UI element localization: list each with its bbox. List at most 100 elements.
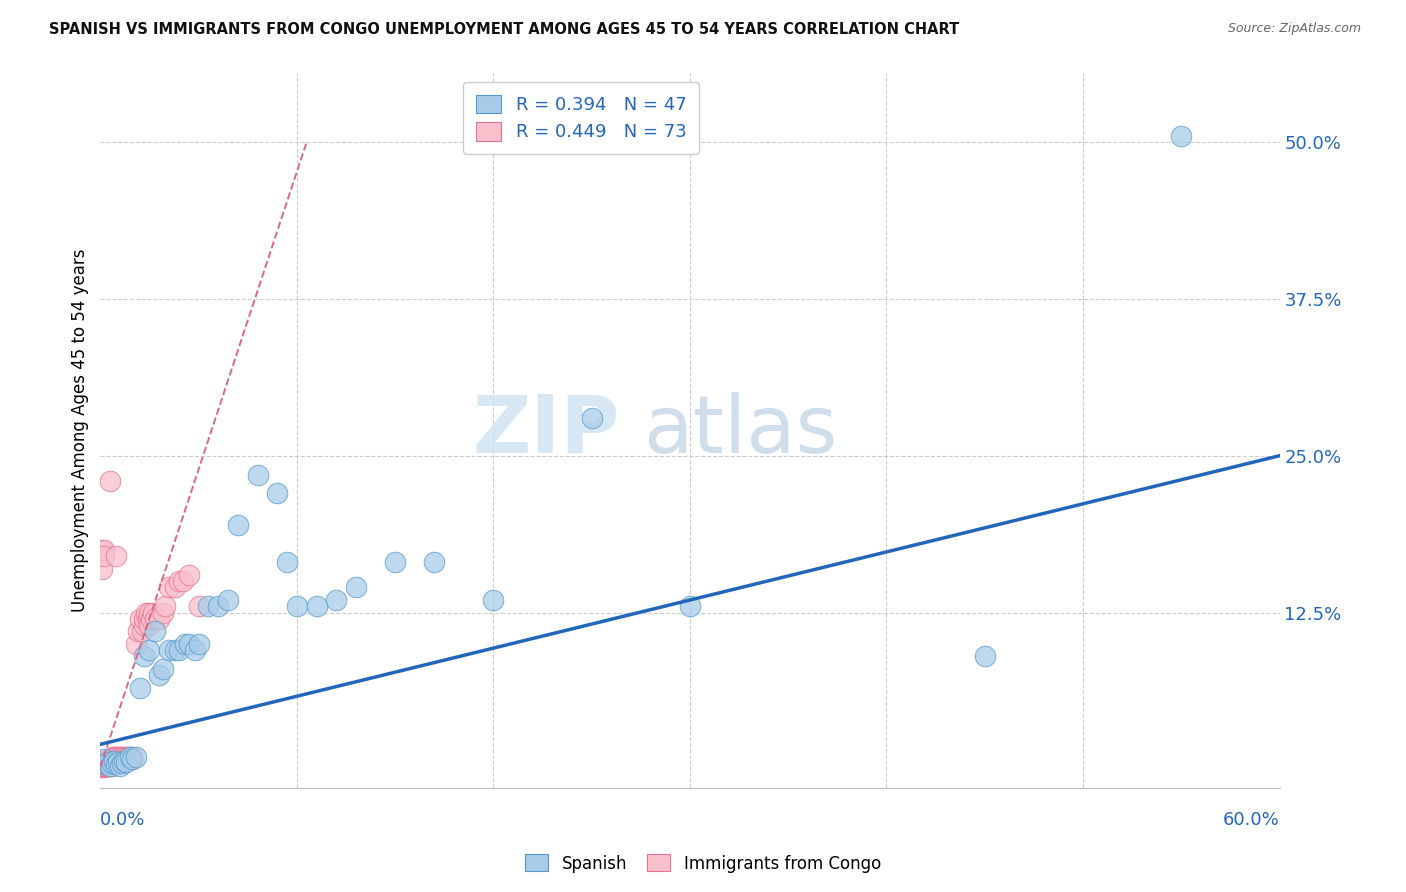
- Point: [136, 612, 159, 626]
- Point: [141, 612, 163, 626]
- Point: [98, 474, 121, 488]
- Point: [91, 756, 114, 771]
- Point: [121, 752, 143, 766]
- Point: [325, 593, 347, 607]
- Point: [152, 606, 174, 620]
- Point: [91, 561, 114, 575]
- Point: [145, 624, 167, 639]
- Point: [98, 756, 121, 771]
- Point: [423, 555, 446, 569]
- Point: [112, 750, 135, 764]
- Point: [108, 750, 131, 764]
- Point: [276, 555, 298, 569]
- Point: [91, 755, 114, 769]
- Point: [152, 662, 174, 676]
- Point: [108, 752, 131, 766]
- Point: [107, 750, 129, 764]
- Point: [177, 637, 200, 651]
- Text: Source: ZipAtlas.com: Source: ZipAtlas.com: [1227, 22, 1361, 36]
- Point: [93, 756, 115, 771]
- Point: [226, 517, 249, 532]
- Point: [96, 756, 118, 771]
- Point: [112, 754, 135, 768]
- Point: [96, 758, 118, 772]
- Point: [93, 757, 115, 772]
- Point: [96, 757, 118, 772]
- Point: [93, 755, 115, 769]
- Point: [105, 549, 128, 563]
- Point: [105, 750, 128, 764]
- Text: 60.0%: 60.0%: [1223, 811, 1279, 829]
- Point: [217, 593, 239, 607]
- Point: [145, 612, 167, 626]
- Y-axis label: Unemployment Among Ages 45 to 54 years: Unemployment Among Ages 45 to 54 years: [72, 249, 89, 613]
- Point: [98, 758, 121, 772]
- Point: [183, 643, 205, 657]
- Point: [285, 599, 308, 614]
- Point: [138, 643, 160, 657]
- Point: [97, 755, 120, 769]
- Point: [163, 581, 186, 595]
- Point: [93, 758, 115, 772]
- Point: [197, 599, 219, 614]
- Point: [173, 637, 195, 651]
- Point: [93, 756, 115, 771]
- Text: ZIP: ZIP: [472, 392, 619, 469]
- Point: [305, 599, 328, 614]
- Point: [103, 756, 125, 771]
- Point: [97, 757, 120, 772]
- Point: [266, 486, 288, 500]
- Point: [121, 750, 143, 764]
- Point: [105, 757, 128, 772]
- Point: [96, 758, 118, 772]
- Point: [118, 750, 141, 764]
- Legend: R = 0.394   N = 47, R = 0.449   N = 73: R = 0.394 N = 47, R = 0.449 N = 73: [463, 82, 699, 154]
- Point: [344, 581, 367, 595]
- Point: [96, 757, 118, 772]
- Point: [128, 681, 150, 695]
- Point: [128, 612, 150, 626]
- Point: [103, 754, 125, 768]
- Point: [108, 758, 131, 772]
- Point: [115, 750, 138, 764]
- Point: [91, 758, 114, 772]
- Point: [246, 467, 269, 482]
- Point: [103, 750, 125, 764]
- Point: [148, 612, 170, 626]
- Point: [177, 568, 200, 582]
- Point: [111, 750, 134, 764]
- Point: [118, 750, 141, 764]
- Text: SPANISH VS IMMIGRANTS FROM CONGO UNEMPLOYMENT AMONG AGES 45 TO 54 YEARS CORRELAT: SPANISH VS IMMIGRANTS FROM CONGO UNEMPLO…: [49, 22, 959, 37]
- Point: [93, 752, 115, 766]
- Point: [93, 542, 115, 557]
- Point: [127, 624, 149, 639]
- Point: [105, 750, 128, 764]
- Point: [111, 756, 134, 771]
- Point: [132, 618, 155, 632]
- Point: [148, 668, 170, 682]
- Point: [97, 755, 120, 769]
- Point: [172, 574, 194, 589]
- Point: [142, 606, 165, 620]
- Point: [132, 649, 155, 664]
- Point: [101, 756, 124, 771]
- Point: [93, 549, 115, 563]
- Point: [187, 637, 209, 651]
- Point: [167, 643, 190, 657]
- Point: [93, 757, 115, 772]
- Point: [96, 756, 118, 771]
- Point: [91, 756, 114, 771]
- Point: [91, 760, 114, 774]
- Point: [163, 643, 186, 657]
- Point: [91, 542, 114, 557]
- Point: [112, 752, 135, 766]
- Point: [157, 643, 180, 657]
- Point: [187, 599, 209, 614]
- Point: [98, 757, 121, 772]
- Point: [93, 754, 115, 768]
- Point: [93, 760, 115, 774]
- Point: [157, 581, 180, 595]
- Point: [131, 624, 153, 639]
- Point: [97, 756, 120, 771]
- Point: [91, 757, 114, 772]
